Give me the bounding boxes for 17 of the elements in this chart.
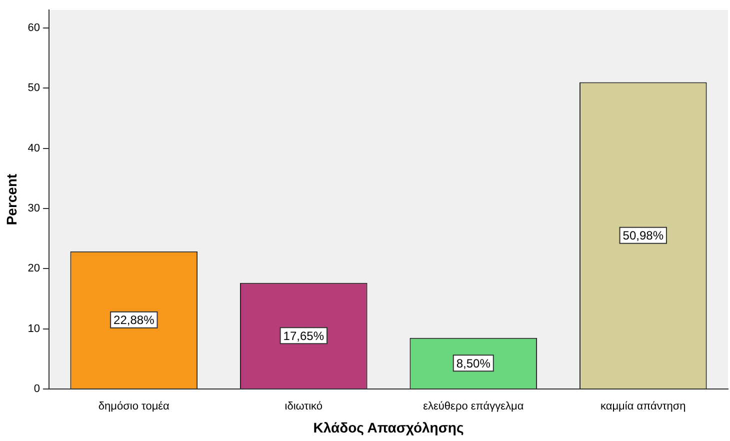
y-tick-label: 20 (28, 262, 40, 275)
x-tick-label: ελεύθερο επάγγελμα (423, 400, 524, 413)
data-label: 22,88% (114, 313, 155, 328)
x-tick-label: δημόσιο τομέα (98, 400, 170, 413)
y-tick-label: 10 (28, 322, 40, 335)
y-tick-label: 30 (28, 202, 40, 215)
y-tick-label: 0 (34, 383, 40, 396)
data-label: 8,50% (456, 356, 491, 370)
data-label: 17,65% (283, 328, 324, 343)
x-axis-title: Κλάδος Απασχόλησης (313, 419, 464, 436)
data-label: 50,98% (622, 228, 664, 243)
y-tick-label: 50 (28, 82, 40, 94)
y-tick-label: 60 (28, 22, 40, 34)
x-tick-label: ιδιωτικό (284, 400, 323, 413)
y-axis-title: Percent (3, 173, 20, 226)
y-tick-label: 40 (28, 142, 40, 154)
x-tick-label: καμμία απάντηση (600, 400, 686, 413)
